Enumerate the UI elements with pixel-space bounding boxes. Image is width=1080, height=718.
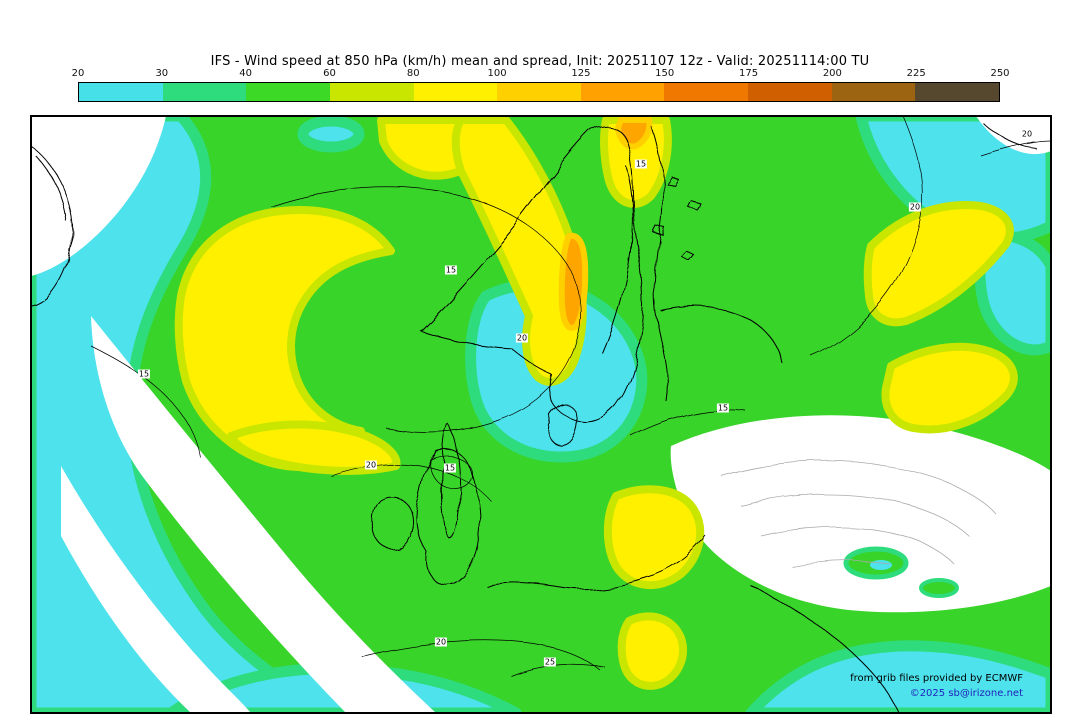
contour-value-label: 20: [364, 460, 378, 470]
colorbar-tick-label: 40: [239, 68, 252, 79]
contour-value-label: 15: [444, 265, 458, 275]
bothnia-gulf-coastline: [602, 165, 634, 355]
lake-squiggle: [652, 225, 666, 236]
lake-squiggle: [680, 250, 695, 262]
scandinavia-coastline: [420, 125, 644, 423]
contour-value-label: 20: [515, 333, 529, 343]
colorbar-segment: [497, 83, 581, 101]
colorbar-tick-label: 250: [990, 68, 1010, 79]
colorbar-segment: [664, 83, 749, 101]
great-britain-coastline: [415, 449, 481, 585]
greenland-coastline: [31, 145, 73, 307]
contour-value-label: 15: [137, 369, 151, 379]
lake-squiggle: [665, 175, 680, 187]
colorbar-segment: [79, 83, 163, 101]
colorbar-segment: [580, 83, 665, 101]
contour-value-label: 15: [634, 159, 648, 169]
spread-contour-lines: [90, 116, 1051, 677]
colorbar-segment: [915, 83, 1000, 101]
ne-corner-coastline: [980, 120, 1037, 149]
colorbar-tick-label: 125: [571, 68, 591, 79]
colorbar-tick-label: 60: [323, 68, 336, 79]
colorbar-segment: [162, 83, 247, 101]
colorbar-segment: [329, 83, 414, 101]
wind-map-svg: [31, 116, 1051, 713]
colorbar-tick-label: 30: [155, 68, 169, 79]
contour-value-label: 20: [434, 637, 448, 647]
colorbar: 20 30 40 60 80 100 125 150 175 200 225 250: [72, 68, 1010, 102]
gulf-of-finland-coastline: [660, 306, 784, 365]
lake-outline: [441, 423, 461, 540]
lake-squiggle: [687, 200, 702, 212]
continental-coastline: [485, 535, 707, 591]
colorbar-tick-label: 100: [487, 68, 507, 79]
colorbar-segment: [748, 83, 832, 101]
windspeed-fill-layer: [31, 116, 1051, 713]
contour-value-label: 20: [1020, 129, 1034, 139]
credit-source-text: from grib files provided by ECMWF: [850, 673, 1023, 684]
colorbar-tick-label: 175: [738, 68, 759, 79]
ireland-coastline: [372, 497, 414, 549]
denmark-coastline: [548, 404, 578, 445]
colorbar-segment: [413, 83, 498, 101]
colorbar-tick-label: 80: [406, 68, 420, 79]
coastline-layer: [31, 120, 1037, 713]
contour-value-label: 25: [543, 657, 557, 667]
greenland-inner-contour: [35, 155, 67, 222]
map-area: 20 15 15 20 15 20 15 15 20 25 20 from grib files p…: [30, 115, 1052, 714]
credits: from grib files provided by ECMWF ©2025 …: [850, 671, 1023, 701]
colorbar-tick-label: 225: [906, 68, 926, 79]
finland-coastline: [650, 125, 668, 402]
colorbar-segment: [831, 83, 916, 101]
contour-value-label: 15: [716, 403, 730, 413]
colorbar-segment: [246, 83, 330, 101]
contour-value-label: 20: [908, 202, 922, 212]
credit-copyright-link[interactable]: ©2025 sb@irizone.net: [909, 688, 1023, 699]
colorbar-bar: [78, 82, 1000, 102]
adriatic-coastline: [750, 585, 900, 713]
chart-title: IFS - Wind speed at 850 hPa (km/h) mean …: [210, 54, 870, 69]
terrain-contour-lines: [720, 460, 997, 567]
map-border: [31, 116, 1051, 713]
contour-value-label: 15: [443, 463, 457, 473]
colorbar-tick-label: 150: [655, 68, 675, 79]
colorbar-tick-label: 20: [71, 68, 85, 79]
colorbar-tick-row: 20 30 40 60 80 100 125 150 175 200 225 250: [72, 68, 1010, 80]
colorbar-tick-label: 200: [822, 68, 842, 79]
